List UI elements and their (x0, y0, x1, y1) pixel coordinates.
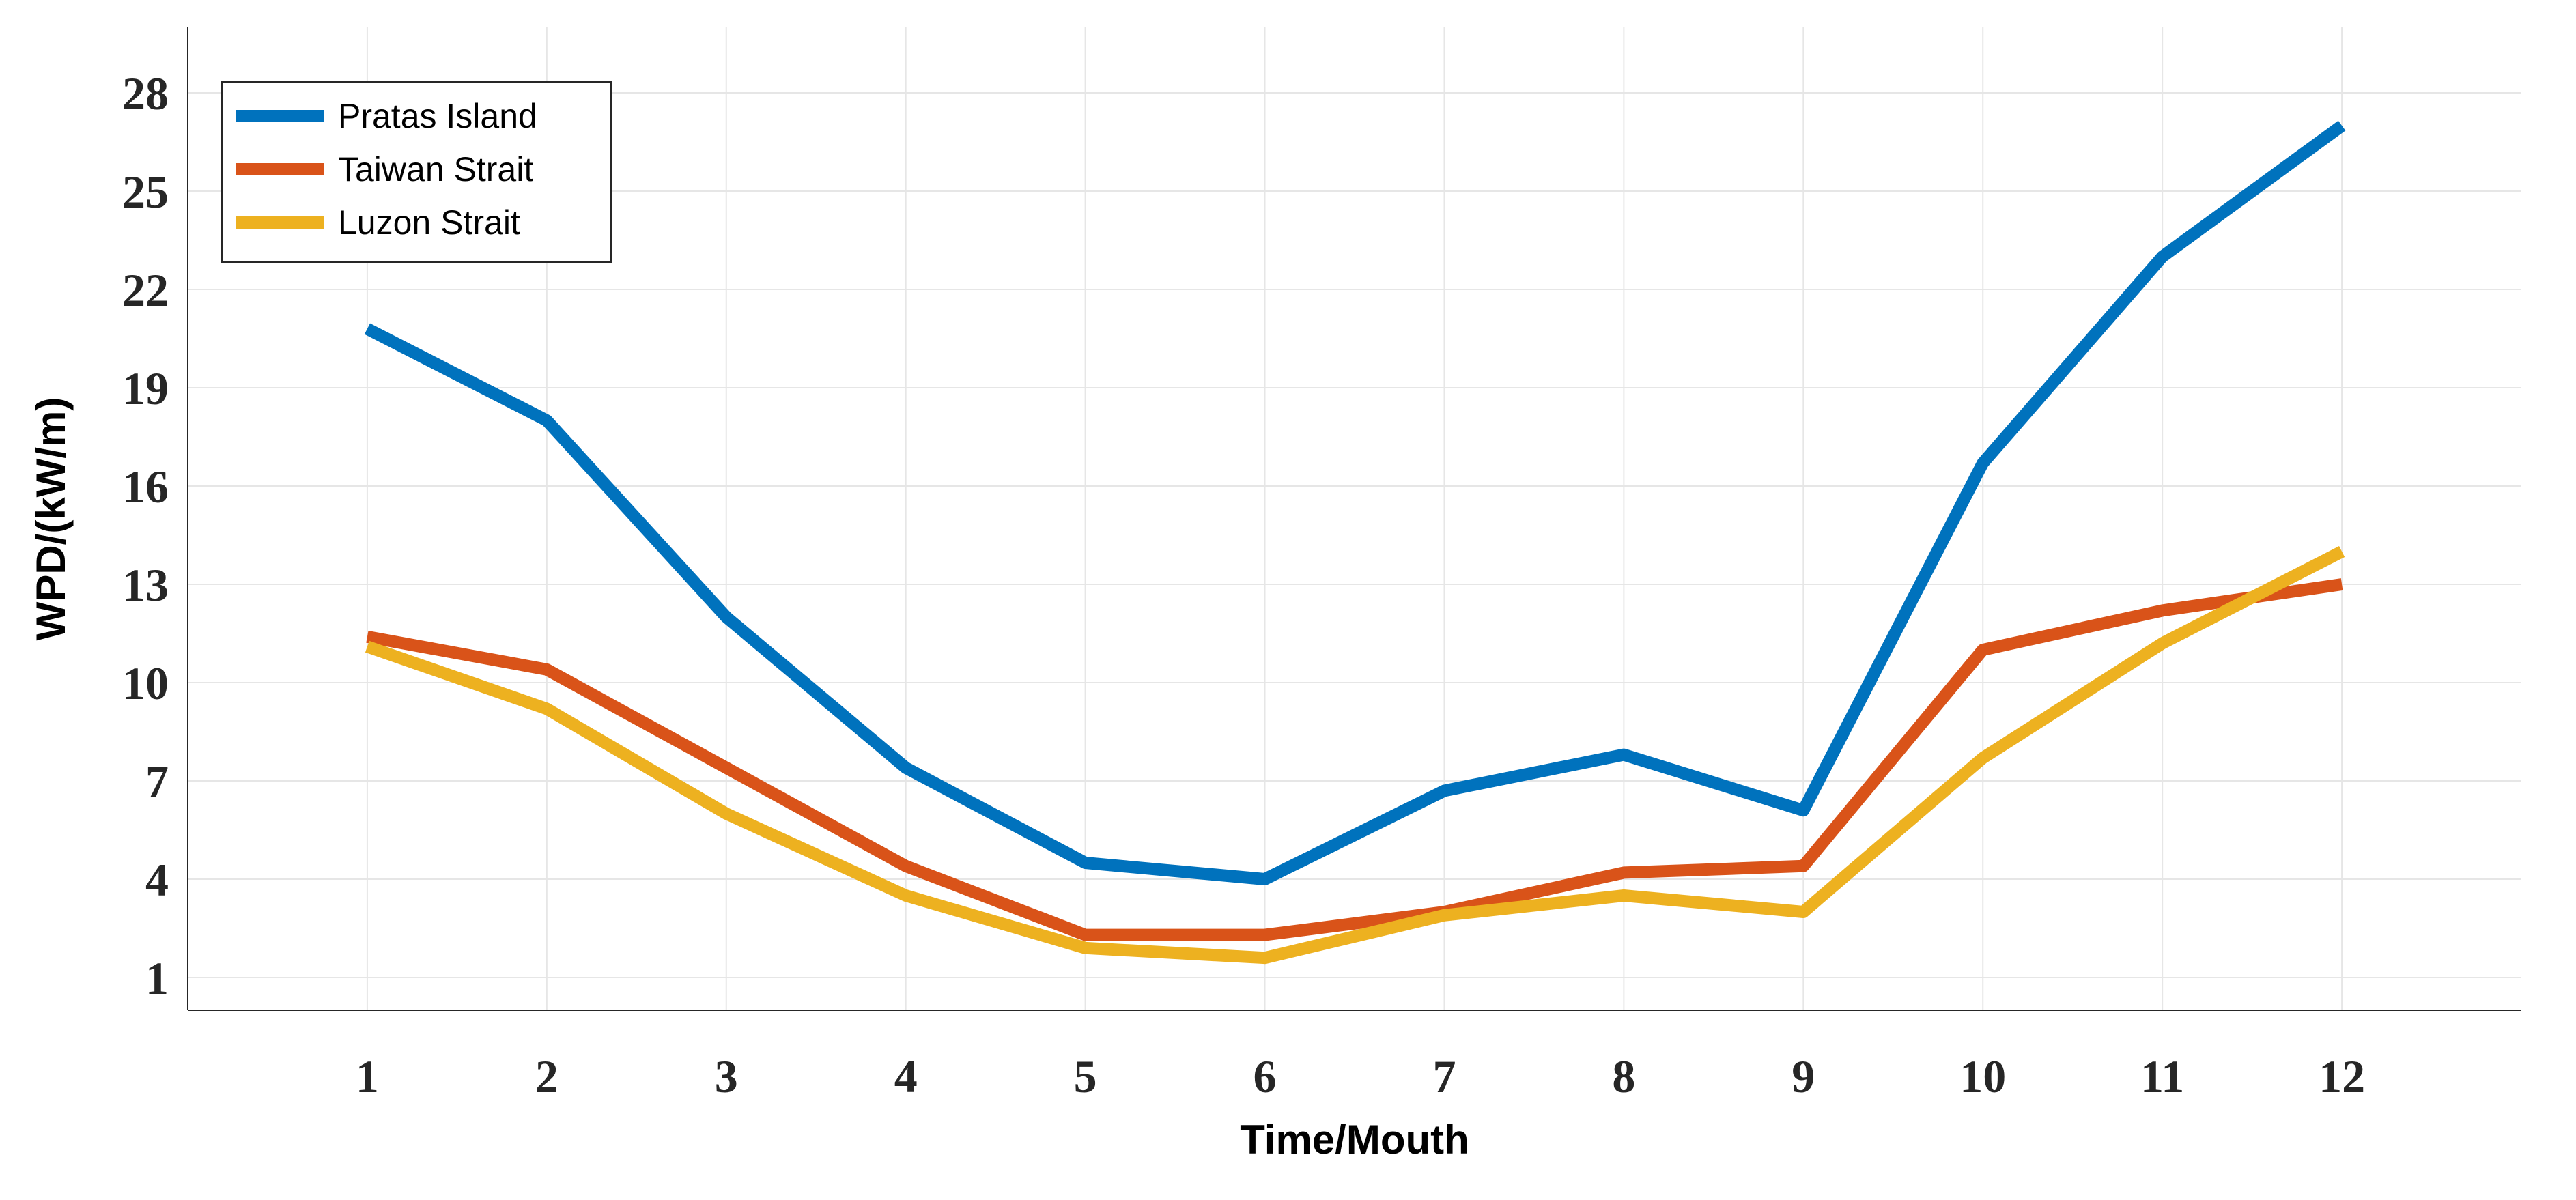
x-tick-label: 12 (2319, 1051, 2365, 1102)
y-tick-labels: 1 4 7 10 13 16 19 22 25 28 (122, 68, 169, 1004)
x-tick-labels: 1 2 3 4 5 6 7 8 9 10 11 12 (356, 1051, 2365, 1102)
x-tick-label: 11 (2140, 1051, 2184, 1102)
y-tick-label: 25 (122, 166, 169, 218)
y-tick-label: 4 (145, 854, 169, 906)
x-tick-label: 3 (715, 1051, 738, 1102)
y-tick-label: 7 (145, 756, 169, 808)
y-tick-label: 16 (122, 461, 169, 513)
axes (187, 27, 2521, 1011)
x-tick-label: 9 (1792, 1051, 1815, 1102)
x-tick-label: 10 (1959, 1051, 2006, 1102)
y-tick-label: 22 (122, 264, 169, 316)
legend: Pratas Island Taiwan Strait Luzon Strait (221, 81, 612, 263)
x-tick-label: 7 (1432, 1051, 1456, 1102)
x-tick-label: 1 (356, 1051, 379, 1102)
y-axis-label: WPD/(kW/m) (28, 397, 74, 641)
x-tick-label: 6 (1254, 1051, 1277, 1102)
legend-entry: Taiwan Strait (338, 150, 533, 188)
x-tick-label: 2 (535, 1051, 558, 1102)
legend-entry: Luzon Strait (338, 203, 520, 242)
y-tick-label: 10 (122, 657, 169, 709)
series-line-2 (366, 578, 2343, 941)
legend-entry: Pratas Island (338, 97, 537, 135)
y-tick-label: 19 (122, 362, 169, 414)
y-tick-label: 1 (145, 952, 169, 1004)
y-tick-label: 13 (122, 559, 169, 611)
series-lines (364, 120, 2346, 965)
y-tick-label: 28 (122, 68, 169, 119)
x-tick-label: 4 (894, 1051, 918, 1102)
x-tick-label: 8 (1612, 1051, 1635, 1102)
series-line-1 (364, 120, 2346, 885)
x-axis-label: Time/Mouth (1240, 1117, 1469, 1162)
series-line-3 (365, 545, 2345, 965)
x-tick-label: 5 (1074, 1051, 1097, 1102)
